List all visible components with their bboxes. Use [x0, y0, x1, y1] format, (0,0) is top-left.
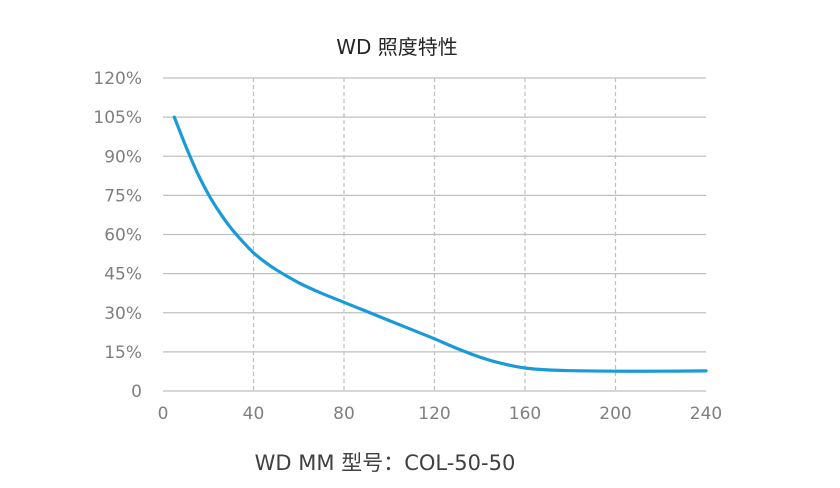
- x-tick-label: 200: [599, 404, 631, 424]
- x-tick-label: 80: [333, 404, 355, 424]
- y-tick-label: 60%: [104, 226, 142, 246]
- chart-caption: WD MM 型号：COL-50-50: [255, 451, 516, 475]
- y-tick-label: 30%: [104, 304, 142, 324]
- y-tick-label: 90%: [104, 147, 142, 167]
- x-tick-label: 120: [418, 404, 450, 424]
- chart-title: WD 照度特性: [336, 35, 458, 59]
- series-layer: [172, 115, 708, 373]
- y-tick-label: 0: [131, 382, 142, 402]
- y-tick-label: 120%: [93, 69, 142, 89]
- x-tick-label: 0: [158, 404, 169, 424]
- x-axis-tick-labels: 0 40 80 120 160 200 240: [158, 404, 723, 424]
- x-tick-label: 40: [243, 404, 265, 424]
- y-tick-label: 15%: [104, 343, 142, 363]
- series-line: [172, 115, 708, 373]
- x-tick-label: 160: [509, 404, 541, 424]
- grid: [163, 77, 706, 392]
- x-tick-label: 240: [690, 404, 722, 424]
- y-axis-tick-labels: 0 15% 30% 45% 60% 75% 90% 105% 120%: [93, 69, 142, 402]
- y-tick-label: 45%: [104, 265, 142, 285]
- y-tick-label: 75%: [104, 186, 142, 206]
- y-tick-label: 105%: [93, 108, 142, 128]
